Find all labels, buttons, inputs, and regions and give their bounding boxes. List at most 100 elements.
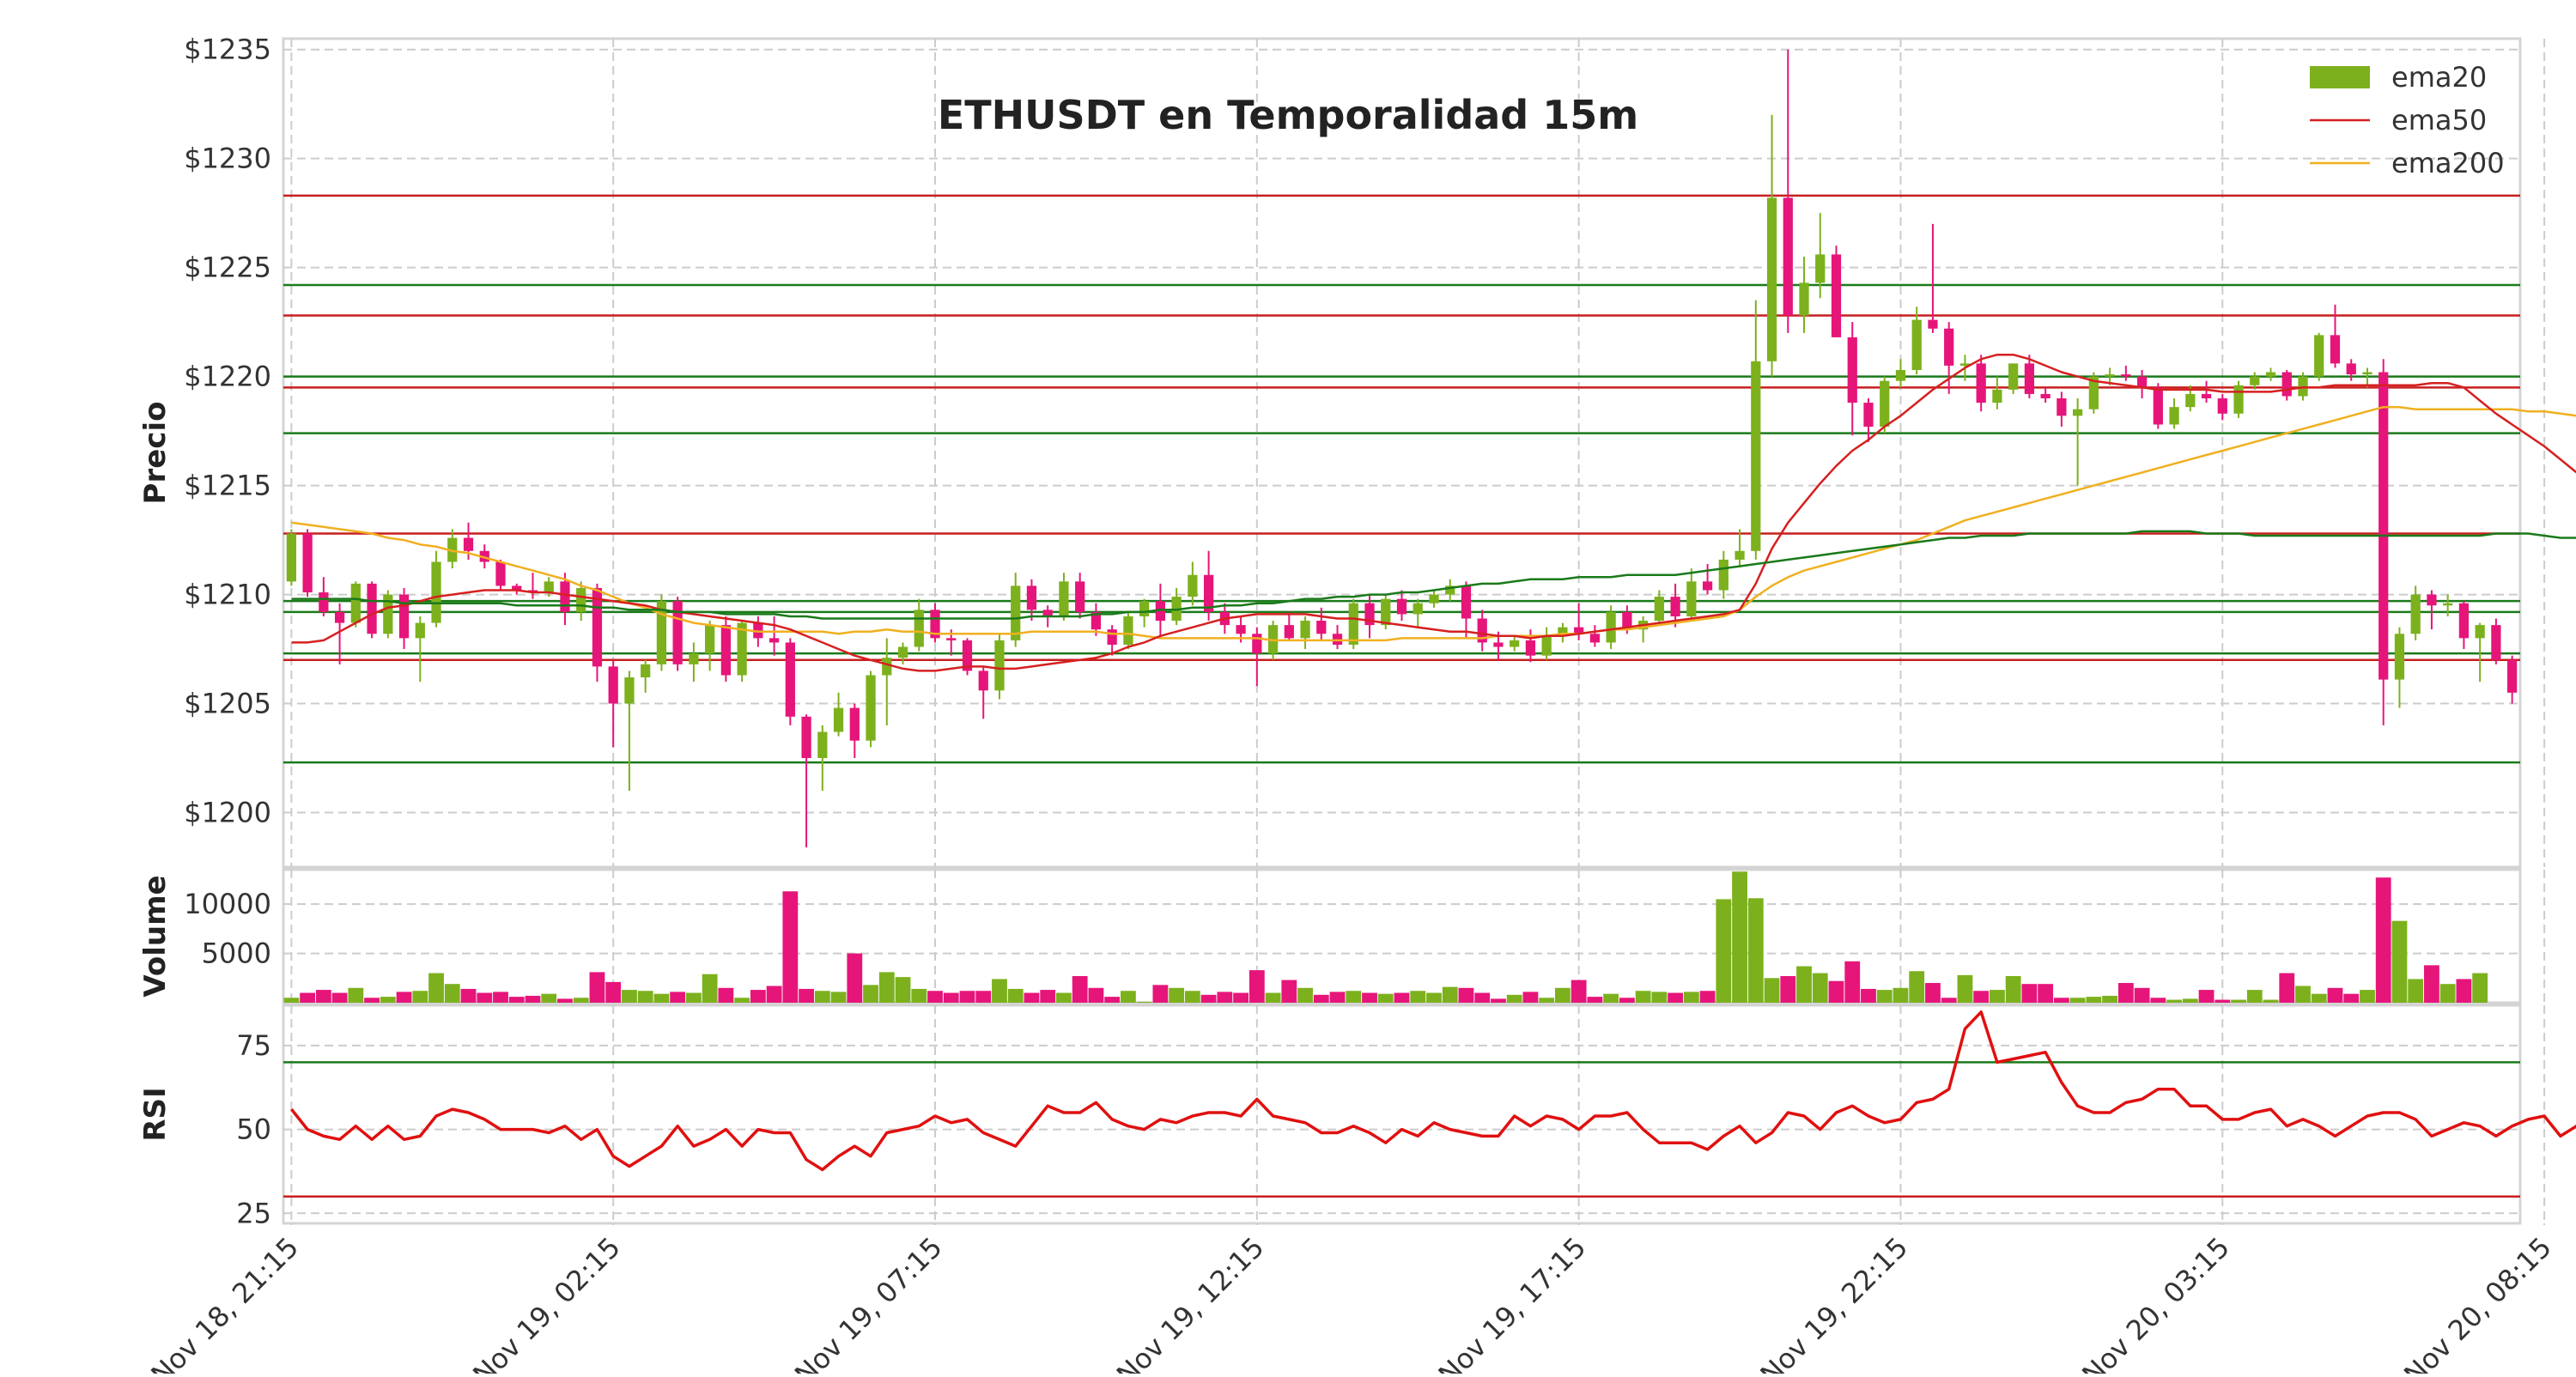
candle-down: [1203, 574, 1214, 612]
candle-up: [1799, 282, 1809, 316]
candle-up: [1445, 585, 1455, 595]
candle-down: [1332, 634, 1343, 645]
candle-down: [1284, 625, 1294, 639]
volume-bar: [975, 991, 992, 1003]
price-tick-label: $1215: [184, 470, 271, 502]
volume-bar: [653, 993, 670, 1003]
ema20-line: [291, 530, 2576, 620]
candle-up: [1188, 574, 1198, 598]
volume-bar: [2069, 998, 2086, 1003]
rsi-axis-label: RSI: [138, 1087, 173, 1141]
volume-bar: [493, 992, 508, 1003]
volume-bar: [2005, 976, 2021, 1003]
candle-down: [1783, 197, 1793, 316]
candle-up: [2185, 393, 2196, 408]
rsi-panel: 25 50 75 RSI: [138, 1004, 2576, 1229]
volume-bar: [1410, 991, 1426, 1003]
volume-bar: [2263, 999, 2279, 1003]
candle-down: [2346, 363, 2356, 375]
candle-down: [2201, 393, 2212, 399]
volume-bar: [348, 987, 364, 1003]
volume-bar: [2038, 984, 2054, 1003]
volume-bar: [1539, 998, 1555, 1003]
volume-bar: [1136, 1001, 1152, 1003]
volume-bar: [1651, 992, 1668, 1003]
volume-bar: [1844, 961, 1861, 1003]
candle-down: [1493, 642, 1504, 647]
volume-bar: [637, 991, 653, 1003]
price-axis-label: Precio: [138, 402, 173, 505]
volume-bar: [830, 992, 847, 1003]
candle-down: [2136, 376, 2148, 388]
volume-bar: [2021, 984, 2038, 1003]
volume-bar: [1394, 992, 1410, 1003]
volume-bar: [2343, 993, 2360, 1003]
volume-bar: [895, 977, 911, 1003]
volume-bar: [444, 984, 460, 1003]
candle-down: [2281, 372, 2292, 397]
candle-down: [1364, 603, 1375, 626]
candle-down: [1091, 611, 1102, 630]
candle-down: [672, 601, 683, 664]
candle-up: [641, 664, 651, 678]
volume-bar: [1233, 992, 1249, 1003]
volume-bar: [1747, 898, 1764, 1003]
volume-bar: [396, 992, 412, 1003]
volume-bar: [1732, 871, 1747, 1003]
candle-up: [1815, 254, 1826, 283]
volume-bar: [1249, 970, 1265, 1003]
volume-bar: [1362, 992, 1377, 1003]
candle-down: [1042, 610, 1053, 616]
candle-up: [897, 646, 908, 658]
volume-bar: [2311, 993, 2327, 1003]
candle-down: [608, 666, 618, 704]
candle-up: [914, 610, 924, 647]
candle-up: [705, 625, 715, 654]
volume-bar: [1635, 991, 1651, 1003]
candle-up: [2008, 363, 2019, 390]
volume-bar: [847, 953, 863, 1003]
candle-up: [415, 622, 425, 639]
volume-bar: [1169, 987, 1185, 1003]
legend-label-ema200: ema200: [2391, 147, 2505, 179]
volume-bar: [2472, 973, 2488, 1003]
volume-bar: [1104, 997, 1121, 1003]
candle-up: [2073, 409, 2083, 416]
volume-bar: [1619, 998, 1635, 1003]
volume-bar: [2408, 979, 2424, 1003]
candle-down: [1863, 403, 1874, 428]
volume-bar: [1426, 992, 1442, 1003]
candle-down: [1236, 625, 1246, 634]
candle-down: [849, 707, 860, 741]
candle-down: [463, 537, 474, 551]
legend: ema20 ema50 ema200: [2310, 61, 2505, 179]
volume-bar: [1184, 991, 1200, 1003]
candle-up: [1429, 594, 1439, 604]
candle-down: [367, 583, 377, 634]
candle-down: [1525, 640, 1536, 656]
volume-bar: [2086, 997, 2102, 1003]
volume-bar: [589, 972, 605, 1003]
candle-down: [1831, 254, 1842, 337]
volume-bar: [878, 972, 895, 1003]
candle-up: [1654, 597, 1664, 622]
volume-bar: [331, 992, 348, 1003]
candle-down: [1396, 598, 1407, 615]
volume-bar: [1007, 988, 1024, 1003]
volume-bar: [750, 990, 766, 1003]
volume-bar: [1522, 992, 1539, 1003]
candle-down: [2507, 659, 2518, 693]
volume-bar: [911, 988, 927, 1003]
volume-bar: [2134, 987, 2150, 1003]
candle-down: [946, 638, 957, 640]
volume-axis-label: Volume: [138, 875, 173, 997]
volume-bar: [1909, 971, 1925, 1003]
candle-down: [1944, 328, 1954, 366]
volume-bar: [1121, 991, 1136, 1003]
volume-bar: [1893, 987, 1909, 1003]
candle-up: [286, 533, 296, 582]
price-tick-label: $1220: [184, 361, 271, 393]
candle-up: [2394, 634, 2405, 680]
candle-up: [1880, 380, 1890, 428]
